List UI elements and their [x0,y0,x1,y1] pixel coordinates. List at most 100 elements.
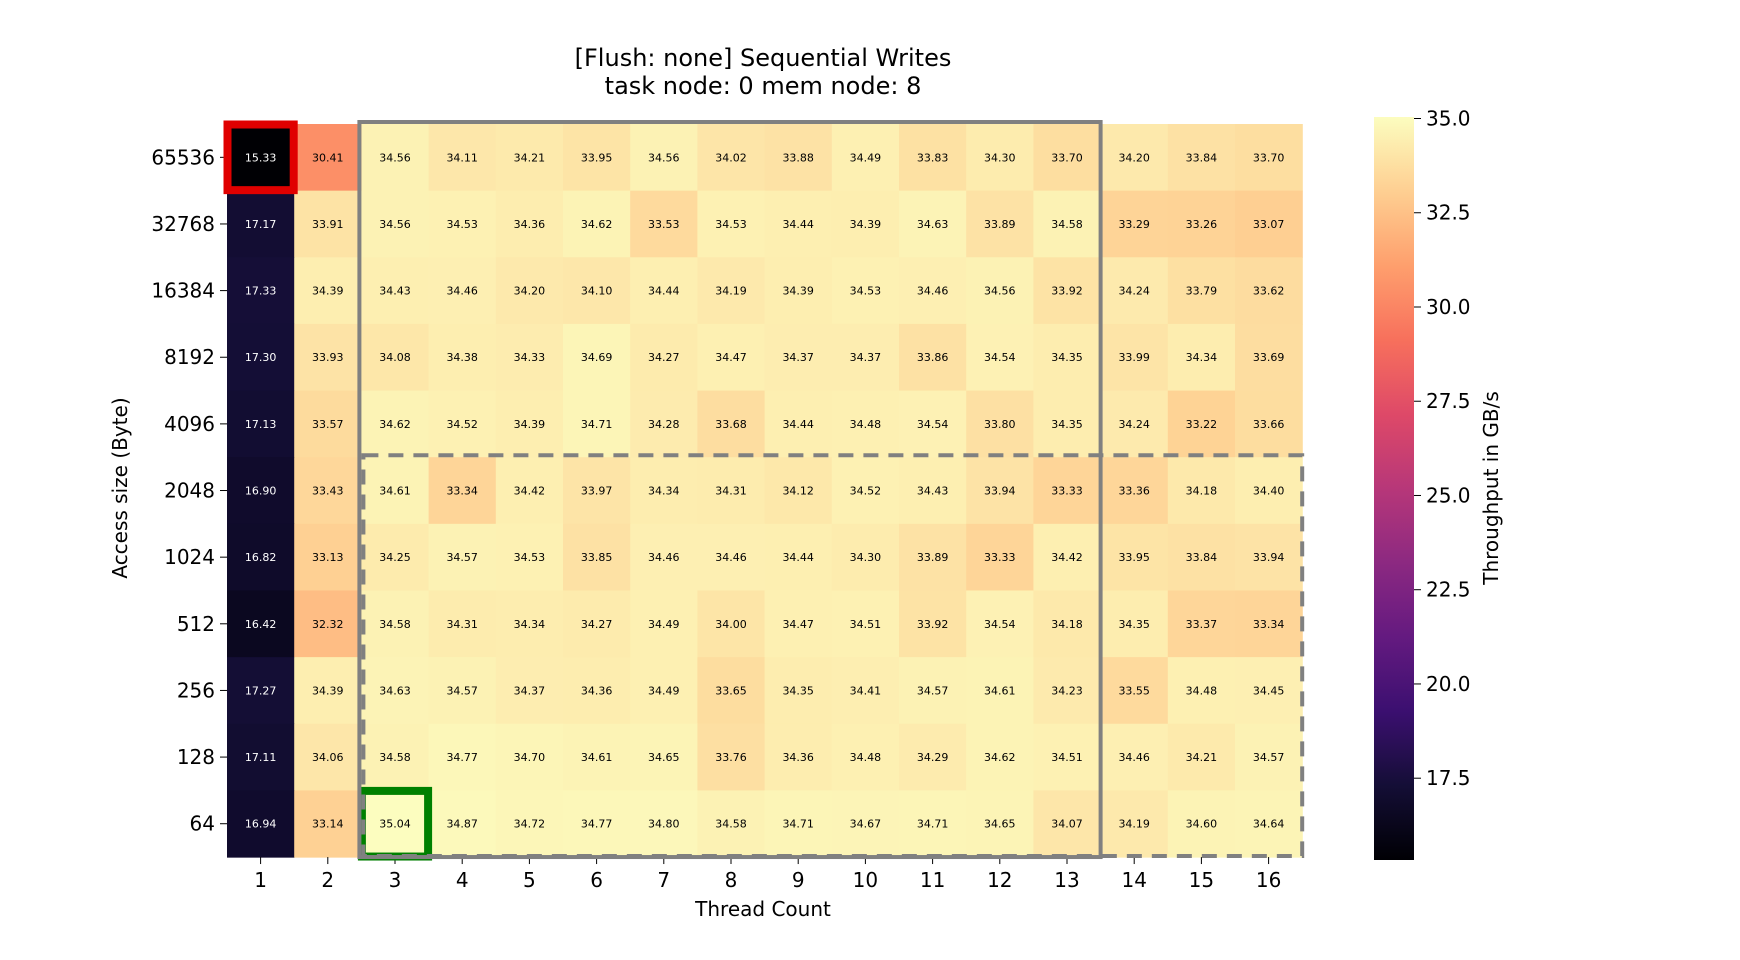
heatmap-cell [764,790,833,858]
cell-value-label: 34.36 [514,218,546,231]
cell-value-label: 34.38 [446,351,478,364]
cell-value-label: 34.53 [715,218,747,231]
heatmap-cell [630,124,698,192]
x-tick-label: 10 [853,868,878,892]
heatmap-cell [1033,657,1102,725]
x-tick-label: 4 [456,868,469,892]
heatmap-cell [966,323,1034,392]
heatmap-cell [495,590,564,658]
cell-value-label: 34.37 [850,351,882,364]
cell-value-label: 34.20 [514,285,546,298]
cell-value-label: 33.80 [984,418,1016,431]
heatmap-cell [227,590,295,658]
y-tick-label: 65536 [151,145,215,169]
cell-value-label: 34.35 [1051,418,1083,431]
cell-value-label: 33.84 [1186,551,1218,564]
colorbar-tick-label: 22.5 [1426,578,1471,602]
heatmap-cell [361,790,430,858]
cell-value-label: 34.70 [514,751,546,764]
heatmap-cell [294,257,362,325]
cell-value-label: 33.53 [648,218,680,231]
heatmap-cell [697,790,766,858]
heatmap-cell [495,257,564,325]
y-tick-label: 512 [177,612,215,636]
heatmap-cell [1235,190,1303,258]
heatmap-cell [563,590,631,658]
heatmap-cell [495,390,564,458]
cell-value-label: 34.19 [715,285,747,298]
cell-value-label: 34.58 [379,751,411,764]
heatmap-cell [1033,390,1102,458]
heatmap-cell [1235,390,1303,458]
heatmap-cell [966,190,1034,258]
heatmap-cell [495,190,564,258]
cell-value-label: 34.39 [312,285,344,298]
cell-value-label: 33.95 [581,151,613,164]
cell-value-label: 34.80 [648,818,680,831]
cell-value-label: 34.40 [1253,485,1285,498]
cell-value-label: 34.51 [850,618,882,631]
heatmap-cell [1033,457,1102,525]
x-axis-ticks: 1 2 3 4 5 6 7 8 9 10 11 12 13 14 15 16 [254,857,1281,892]
x-tick-label: 1 [254,868,267,892]
heatmap-cell [1033,790,1102,858]
cell-value-label: 33.33 [1051,485,1083,498]
cell-value-label: 33.84 [1186,151,1218,164]
cell-value-label: 34.54 [984,351,1016,364]
heatmap-cell [899,257,967,325]
cell-value-label: 34.61 [581,751,613,764]
heatmap-cell [966,657,1034,725]
cell-value-label: 34.46 [648,551,680,564]
heatmap-cell [428,257,497,325]
cell-value-label: 34.07 [1051,818,1083,831]
heatmap-cell [361,390,430,458]
cell-value-label: 17.11 [245,751,277,764]
cell-value-label: 34.10 [581,285,613,298]
cell-value-label: 34.24 [1118,418,1150,431]
cell-value-label: 33.33 [984,551,1016,564]
heatmap-cell [831,323,900,392]
y-tick-label: 16384 [151,279,215,303]
heatmap-cell [563,523,631,592]
heatmap-cell [1167,124,1236,192]
heatmap-cell [1167,590,1236,658]
heatmap-cell [966,723,1034,791]
cell-value-label: 33.93 [312,351,344,364]
cell-value-label: 33.26 [1186,218,1218,231]
heatmap-cell [294,457,362,525]
cell-value-label: 34.44 [782,418,814,431]
heatmap-cell [697,257,766,325]
heatmap-cell [1167,323,1236,392]
heatmap-cell [630,657,698,725]
x-tick-label: 2 [321,868,334,892]
heatmap-cell [227,124,295,192]
cell-value-label: 34.00 [715,618,747,631]
cell-value-label: 34.62 [379,418,411,431]
heatmap-cell [697,523,766,592]
heatmap-cell [1167,190,1236,258]
cell-value-label: 34.64 [1253,818,1285,831]
cell-value-label: 34.49 [850,151,882,164]
cell-value-label: 34.72 [514,818,546,831]
cell-value-label: 34.36 [782,751,814,764]
y-tick-label: 64 [190,812,215,836]
heatmap-cell [495,323,564,392]
heatmap-cell [1100,190,1169,258]
cell-value-label: 33.66 [1253,418,1285,431]
heatmap-cell [227,523,295,592]
chart-title-line-1: [Flush: none] Sequential Writes [575,44,952,72]
heatmap-cell [899,790,967,858]
heatmap-cell [899,190,967,258]
cell-value-label: 34.02 [715,151,747,164]
heatmap-cell [563,657,631,725]
heatmap-cell [495,124,564,192]
heatmap-cell [227,723,295,791]
heatmap-cell [428,790,497,858]
heatmap-cell [227,790,295,858]
x-tick-label: 16 [1256,868,1281,892]
cell-value-label: 34.52 [446,418,478,431]
heatmap-cell [361,323,430,392]
heatmap-cell [899,657,967,725]
heatmap-cell [1033,523,1102,592]
heatmap-cell [764,390,833,458]
